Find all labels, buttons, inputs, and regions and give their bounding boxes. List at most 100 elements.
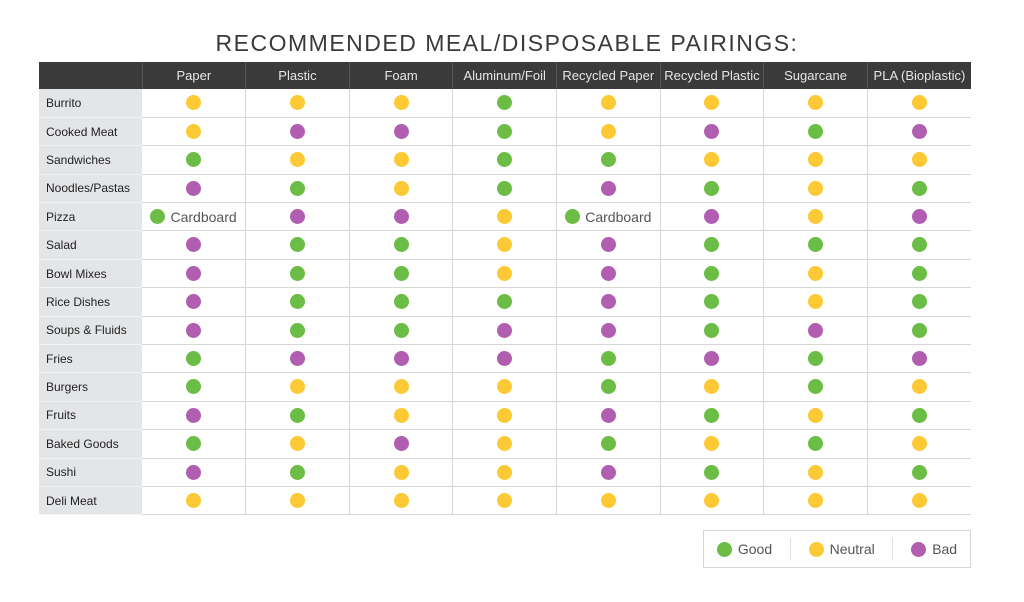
- rating-dot-neutral: [497, 436, 513, 452]
- rating-cell: [245, 486, 350, 516]
- rating-cell: [556, 89, 661, 118]
- rating-cell: [660, 117, 765, 147]
- meal-label: Pizza: [39, 202, 142, 232]
- rating-dot-neutral: [497, 379, 513, 395]
- rating-dot-neutral: [497, 407, 513, 423]
- rating-cell: [660, 230, 765, 260]
- meal-label: Bowl Mixes: [39, 259, 142, 289]
- rating-dot-good: [911, 322, 927, 338]
- rating-dot-good: [497, 152, 513, 168]
- rating-cell: [763, 89, 868, 118]
- rating-dot-neutral: [704, 379, 720, 395]
- rating-dot-neutral: [600, 492, 616, 508]
- rating-cell: [142, 117, 247, 147]
- rating-dot-neutral: [911, 492, 927, 508]
- rating-cell: [349, 486, 454, 516]
- rating-dot-bad: [289, 123, 305, 139]
- legend-separator: [892, 538, 894, 560]
- meal-label: Noodles/Pastas: [39, 174, 142, 204]
- rating-cell: [867, 429, 971, 459]
- rating-dot-good: [808, 379, 824, 395]
- meal-label: Deli Meat: [39, 486, 142, 516]
- rating-cell: [142, 316, 247, 346]
- column-header: Recycled Plastic: [660, 62, 765, 89]
- rating-cell: [763, 316, 868, 346]
- rating-cell: [763, 401, 868, 431]
- rating-cell: [452, 259, 557, 289]
- rating-cell: [660, 401, 765, 431]
- rating-dot-bad: [186, 265, 202, 281]
- rating-cell: [245, 287, 350, 317]
- rating-cell: [660, 259, 765, 289]
- rating-dot-good: [289, 237, 305, 253]
- rating-cell: [142, 429, 247, 459]
- rating-cell: [660, 316, 765, 346]
- rating-dot-neutral: [808, 152, 824, 168]
- table-row: Bowl Mixes: [39, 259, 971, 289]
- rating-dot-bad: [911, 350, 927, 366]
- rating-cell: [452, 372, 557, 402]
- rating-dot-bad: [600, 180, 616, 196]
- rating-cell: [556, 117, 661, 147]
- column-header: PLA (Bioplastic): [867, 62, 971, 89]
- table-row: Fries: [39, 344, 971, 374]
- rating-cell: [556, 458, 661, 487]
- rating-cell: [349, 287, 454, 317]
- rating-cell: [452, 344, 557, 374]
- rating-cell: [660, 486, 765, 516]
- rating-cell: [556, 401, 661, 431]
- rating-dot-bad: [186, 322, 202, 338]
- rating-dot-neutral: [393, 492, 409, 508]
- rating-dot-good: [393, 294, 409, 310]
- table-row: Fruits: [39, 401, 971, 431]
- rating-cell: [452, 230, 557, 260]
- rating-cell: [245, 429, 350, 459]
- rating-cell: [349, 145, 454, 175]
- rating-dot-neutral: [704, 436, 720, 452]
- rating-dot-good: [186, 350, 202, 366]
- rating-dot-good: [150, 209, 166, 225]
- rating-cell: [763, 287, 868, 317]
- rating-dot-good: [808, 237, 824, 253]
- rating-dot-bad: [393, 350, 409, 366]
- rating-cell: [245, 145, 350, 175]
- rating-cell: [452, 429, 557, 459]
- rating-cell: [660, 372, 765, 402]
- rating-dot-bad: [289, 350, 305, 366]
- rating-dot-bad: [600, 237, 616, 253]
- rating-cell: [556, 259, 661, 289]
- meal-label: Fruits: [39, 401, 142, 431]
- rating-cell: [763, 429, 868, 459]
- rating-dot-neutral: [289, 379, 305, 395]
- rating-dot-good: [704, 322, 720, 338]
- rating-dot-good: [704, 407, 720, 423]
- rating-cell: [556, 344, 661, 374]
- rating-dot-bad: [393, 123, 409, 139]
- rating-cell: [349, 344, 454, 374]
- rating-dot-neutral: [289, 95, 305, 111]
- rating-dot-good: [393, 322, 409, 338]
- rating-cell: [349, 230, 454, 260]
- rating-dot-good: [704, 237, 720, 253]
- table-row: Rice Dishes: [39, 287, 971, 317]
- meal-label: Salad: [39, 230, 142, 260]
- table-row: Soups & Fluids: [39, 316, 971, 346]
- rating-dot-neutral: [808, 209, 824, 225]
- rating-dot-good: [911, 464, 927, 480]
- table-row: Sushi: [39, 458, 971, 487]
- meal-label: Soups & Fluids: [39, 316, 142, 346]
- rating-dot-neutral: [911, 95, 927, 111]
- rating-cell: [763, 202, 868, 232]
- rating-cell: [245, 202, 350, 232]
- rating-cell: [867, 202, 971, 232]
- rating-dot-bad: [497, 350, 513, 366]
- rating-dot-bad: [600, 407, 616, 423]
- rating-cell: [142, 401, 247, 431]
- rating-cell: [867, 458, 971, 487]
- rating-cell: [660, 429, 765, 459]
- rating-cell: [142, 458, 247, 487]
- rating-dot-bad: [289, 209, 305, 225]
- rating-dot-bad: [186, 180, 202, 196]
- rating-dot-good: [186, 379, 202, 395]
- rating-dot-bad: [704, 123, 720, 139]
